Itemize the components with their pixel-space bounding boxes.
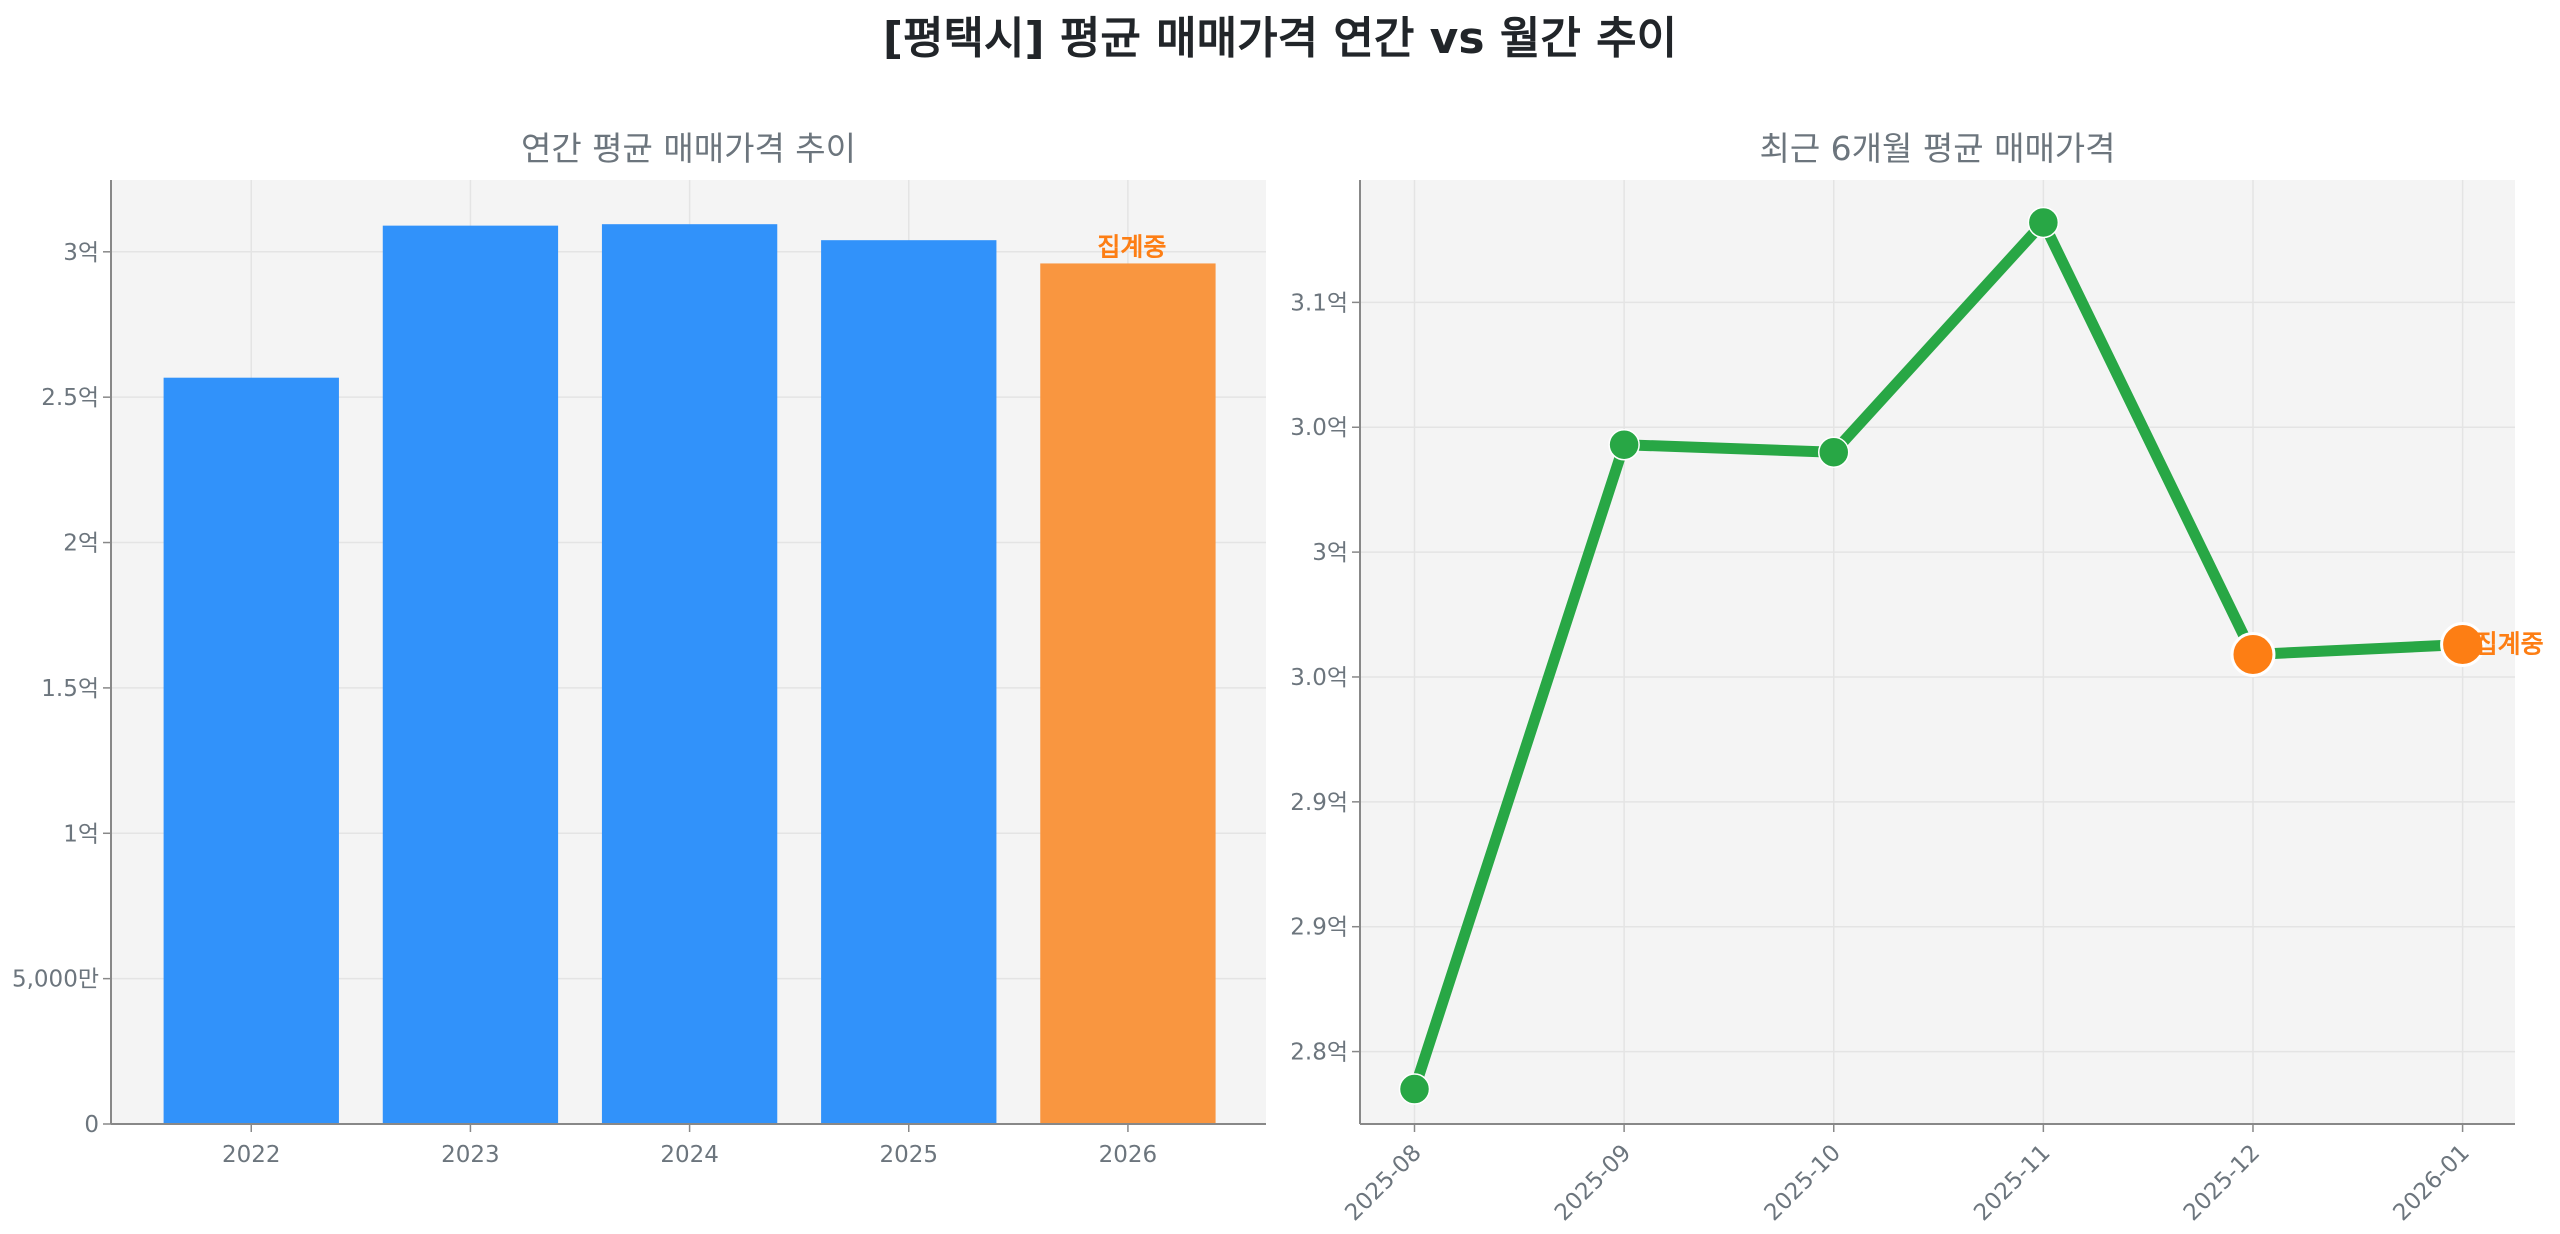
x-tick-label: 2025-09: [1550, 1140, 1636, 1226]
x-tick-label: 2025-11: [1969, 1140, 2055, 1226]
series-line: [1409, 216, 2463, 1091]
bar-2022: [163, 377, 339, 1124]
y-tick-label: 5,000만: [12, 967, 99, 993]
subplot-1: 연간 평균 매매가격 추이 0 5,000만 1억 1.5억 2억 2.5억 3억 2022 20…: [12, 129, 1266, 1168]
x-tick-label: 2025-08: [1340, 1140, 1426, 1226]
subplot-title: 연간 평균 매매가격 추이: [521, 129, 856, 168]
y-tick-label: 3.1억: [1290, 290, 1348, 316]
data-point-2025-11: [2027, 206, 2060, 239]
x-tick-label: 2026: [1099, 1142, 1158, 1168]
subplot-2: 최근 6개월 평균 매매가격 2.8억 2.9억 2.9억 3.0억 3억 3.0억 3.1억…: [1290, 129, 2543, 1226]
bar-2026: [1040, 263, 1216, 1125]
y-tick-label: 3억: [63, 240, 99, 266]
x-tick-label: 2024: [660, 1142, 719, 1168]
y-tick-label: 3.0억: [1290, 665, 1348, 691]
x-tick-label: 2025-12: [2179, 1140, 2265, 1226]
x-tick-label: 2023: [441, 1142, 500, 1168]
bar-2025: [821, 240, 997, 1124]
y-tick-label: 1억: [63, 821, 99, 847]
y-tick-label: 2.9억: [1290, 915, 1348, 941]
y-tick-label: 0: [84, 1112, 99, 1138]
figure-title: [평택시] 평균 매매가격 연간 vs 월간 추이: [882, 13, 1678, 64]
data-point-2025-10: [1817, 436, 1850, 468]
bar-2024: [601, 224, 778, 1125]
x-tick-label: 2026-01: [2388, 1140, 2474, 1226]
y-tick-label: 2.5억: [41, 385, 99, 411]
x-tick-label: 2022: [222, 1142, 281, 1168]
x-tick-label: 2025: [879, 1142, 938, 1168]
y-tick-label: 2.8억: [1290, 1040, 1348, 1066]
y-tick-label: 3억: [1312, 540, 1348, 566]
y-tick-label: 1.5억: [41, 676, 99, 702]
y-tick-label: 3.0억: [1290, 415, 1348, 441]
x-tick-label: 2025-10: [1760, 1140, 1846, 1226]
partial-annotation: 집계중: [2475, 630, 2544, 659]
subplot-title: 최근 6개월 평균 매매가격: [1759, 129, 2115, 168]
data-point-2025-12: [2230, 631, 2276, 677]
partial-annotation: 집계중: [1097, 232, 1166, 261]
y-tick-label: 2.9억: [1290, 790, 1348, 816]
data-point-2025-08: [1398, 1073, 1431, 1105]
data-point-2025-09: [1608, 428, 1640, 461]
data-point-2026-01: [2440, 622, 2486, 668]
bar-2023: [382, 225, 559, 1124]
y-tick-label: 2억: [63, 531, 99, 557]
